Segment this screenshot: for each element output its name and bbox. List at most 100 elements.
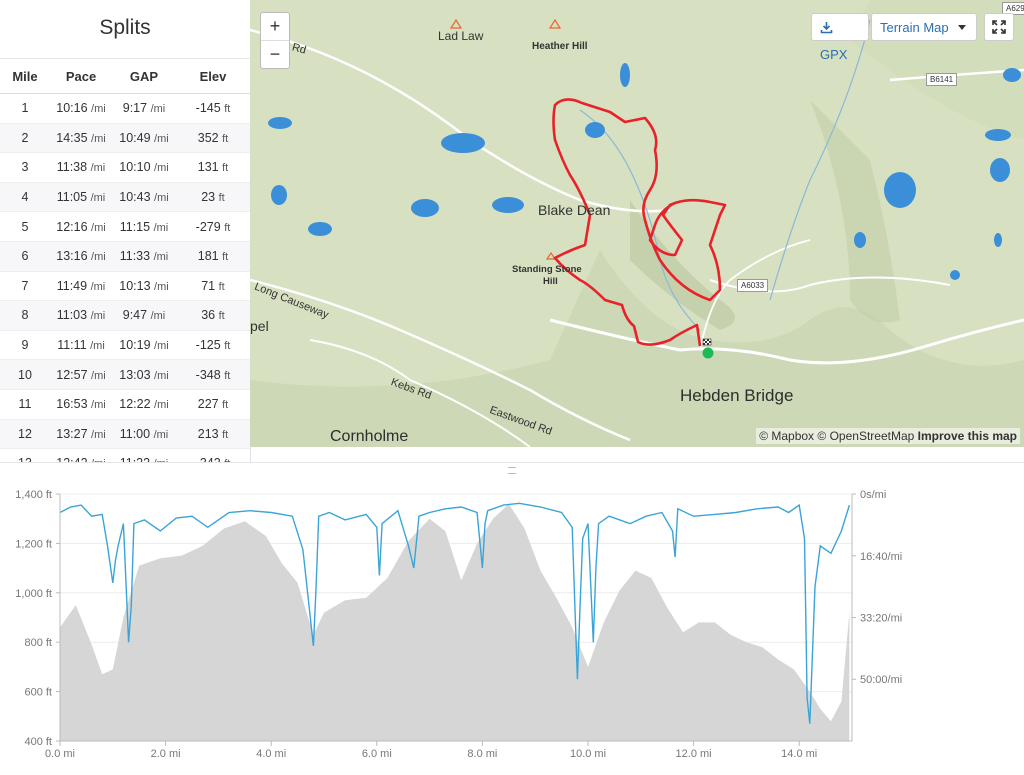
split-pace: 16:53 /mi	[50, 389, 112, 420]
split-pace-unit: /mi	[91, 132, 106, 145]
split-mile: 13	[0, 448, 50, 462]
x-tick-label: 14.0 mi	[781, 748, 817, 760]
split-gap-value: 12:22	[119, 397, 151, 412]
split-elev-value: 36	[201, 308, 216, 323]
attribution-mapbox[interactable]: © Mapbox	[759, 429, 815, 443]
split-row[interactable]: 12 13:27 /mi 11:00 /mi 213 ft	[0, 419, 250, 450]
split-mile: 3	[0, 152, 50, 183]
split-row[interactable]: 3 11:38 /mi 10:10 /mi 131 ft	[0, 152, 250, 183]
split-elev-value: 71	[201, 278, 216, 293]
split-pace-unit: /mi	[91, 458, 106, 462]
split-pace: 11:05 /mi	[50, 182, 112, 213]
split-row[interactable]: 8 11:03 /mi 9:47 /mi 36 ft	[0, 300, 250, 331]
split-row[interactable]: 6 13:16 /mi 11:33 /mi 181 ft	[0, 241, 250, 272]
split-gap-value: 11:33	[119, 249, 151, 264]
map-attribution: © Mapbox © OpenStreetMap Improve this ma…	[756, 428, 1020, 444]
split-pace-value: 13:16	[56, 249, 88, 264]
split-gap-unit: /mi	[154, 340, 169, 353]
fullscreen-button[interactable]	[984, 13, 1014, 41]
split-gap: 11:15 /mi	[112, 211, 176, 242]
split-elev-unit: ft	[222, 428, 229, 441]
split-pace-value: 12:16	[56, 219, 88, 234]
zoom-control: + −	[260, 12, 290, 69]
split-row[interactable]: 7 11:49 /mi 10:13 /mi 71 ft	[0, 271, 250, 302]
split-elev: -125 ft	[176, 330, 250, 361]
split-row[interactable]: 4 11:05 /mi 10:43 /mi 23 ft	[0, 182, 250, 213]
split-gap-value: 13:03	[119, 367, 151, 382]
split-pace: 13:16 /mi	[50, 241, 112, 272]
attribution-osm[interactable]: © OpenStreetMap	[817, 429, 915, 443]
split-row[interactable]: 5 12:16 /mi 11:15 /mi -279 ft	[0, 211, 250, 242]
chart-axes: 1,400 ft 1,200 ft 1,000 ft 800 ft 600 ft 400 …	[15, 489, 902, 760]
split-pace-value: 11:05	[56, 190, 88, 205]
panel-resize-divider[interactable]	[0, 462, 1024, 475]
split-gap: 9:17 /mi	[112, 93, 176, 124]
split-elev: 213 ft	[176, 419, 250, 450]
elevation-pace-chart[interactable]: 1,400 ft 1,200 ft 1,000 ft 800 ft 600 ft 400 …	[0, 478, 1024, 775]
split-gap: 11:00 /mi	[112, 419, 176, 450]
split-elev-value: -145	[195, 101, 221, 116]
split-pace-unit: /mi	[90, 340, 105, 353]
split-row[interactable]: 11 16:53 /mi 12:22 /mi 227 ft	[0, 389, 250, 420]
split-elev-value: 352	[197, 130, 219, 145]
zoom-in-button[interactable]: +	[261, 13, 289, 41]
split-pace-unit: /mi	[90, 162, 106, 175]
shield-b6141: B6141	[926, 73, 958, 86]
split-pace: 11:38 /mi	[50, 152, 112, 183]
split-pace-value: 11:38	[56, 160, 88, 175]
split-pace: 12:42 /mi	[50, 448, 112, 462]
split-gap-unit: /mi	[153, 251, 169, 264]
split-row[interactable]: 2 14:35 /mi 10:49 /mi 352 ft	[0, 123, 250, 154]
split-mile: 2	[0, 123, 50, 154]
split-mile-value: 13	[18, 456, 32, 462]
split-gap-unit: /mi	[154, 280, 169, 293]
improve-map-link[interactable]: Improve this map	[917, 429, 1017, 443]
resize-grip-icon[interactable]	[508, 467, 516, 474]
y-left-tick-label: 400 ft	[24, 736, 52, 748]
split-mile-value: 10	[18, 367, 32, 382]
split-gap-value: 9:47	[122, 308, 148, 323]
split-row[interactable]: 9 11:11 /mi 10:19 /mi -125 ft	[0, 330, 250, 361]
split-elev-value: -279	[195, 219, 221, 234]
y-left-tick-label: 600 ft	[24, 687, 52, 699]
split-elev-unit: ft	[218, 280, 225, 293]
split-elev-value: -342	[196, 456, 221, 462]
y-left-tick-label: 800 ft	[24, 637, 52, 649]
gpx-download-button[interactable]: GPX	[811, 13, 869, 62]
zoom-out-button[interactable]: −	[269, 44, 281, 64]
x-tick-label: 8.0 mi	[467, 748, 497, 760]
split-gap: 10:10 /mi	[112, 152, 176, 183]
split-gap-value: 11:22	[120, 456, 150, 462]
split-pace-value: 13:27	[56, 426, 88, 441]
shield-a6033: A6033	[737, 279, 769, 292]
split-gap: 10:43 /mi	[112, 182, 176, 213]
split-pace-value: 11:49	[56, 278, 88, 293]
x-tick-label: 12.0 mi	[676, 748, 712, 760]
split-mile-value: 12	[18, 426, 32, 441]
col-elev: Elev	[176, 59, 250, 94]
split-elev-unit: ft	[218, 192, 225, 205]
route-map[interactable]: Lad Law Heather Hill Blake Dean Standing…	[250, 0, 1024, 447]
split-pace-unit: /mi	[90, 280, 106, 293]
split-row[interactable]: 1 10:16 /mi 9:17 /mi -145 ft	[0, 93, 250, 124]
split-elev-value: 23	[201, 190, 216, 205]
split-elev: 352 ft	[176, 123, 250, 154]
split-gap-unit: /mi	[154, 458, 169, 462]
y-left-tick-label: 1,400 ft	[15, 489, 52, 501]
y-left-tick-label: 1,000 ft	[15, 588, 52, 600]
split-gap: 10:19 /mi	[112, 330, 176, 361]
split-gap: 11:33 /mi	[112, 241, 176, 272]
split-pace-unit: /mi	[91, 221, 106, 234]
split-row[interactable]: 10 12:57 /mi 13:03 /mi -348 ft	[0, 359, 250, 390]
x-tick-label: 0.0 mi	[45, 748, 75, 760]
split-elev: -279 ft	[176, 211, 250, 242]
label-hebden-bridge: Hebden Bridge	[680, 386, 794, 405]
elevation-area	[60, 503, 850, 741]
terrain-map-select[interactable]: Terrain Map	[871, 13, 977, 41]
split-gap-unit: /mi	[153, 428, 169, 441]
split-pace-value: 16:53	[56, 397, 88, 412]
split-mile-value: 9	[21, 338, 29, 353]
splits-panel: Splits Mile Pace GAP Elev 1 10:16 /mi 9:17…	[0, 0, 251, 462]
x-tick-label: 10.0 mi	[570, 748, 606, 760]
